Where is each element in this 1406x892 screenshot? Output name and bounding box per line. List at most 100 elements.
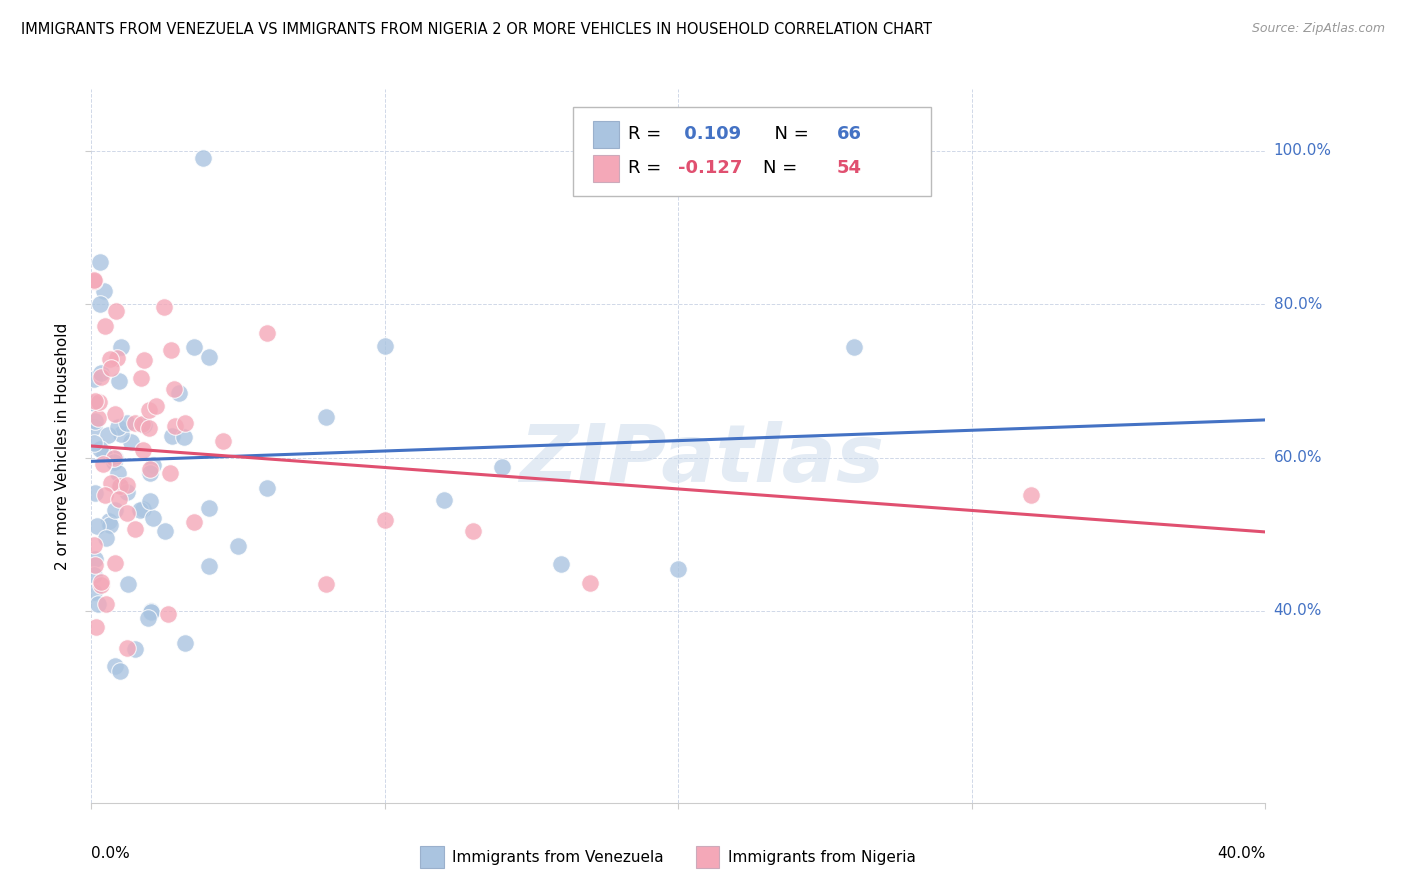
Point [315,577,337,591]
Text: ZIPatlas: ZIPatlas [519,421,884,500]
Point [139,493,162,508]
Point [152,300,174,314]
Point [134,417,156,432]
Point [174,416,197,430]
FancyBboxPatch shape [593,155,619,182]
Text: 40.0%: 40.0% [1218,846,1265,861]
Point [105,304,128,318]
Point [83,273,105,287]
Point [138,466,160,480]
Point [100,361,122,376]
Point [100,476,122,491]
Point [107,466,129,480]
Point [90,577,112,591]
Text: Source: ZipAtlas.com: Source: ZipAtlas.com [1251,22,1385,36]
Y-axis label: 2 or more Vehicles in Household: 2 or more Vehicles in Household [55,322,70,570]
Point [117,576,139,591]
Point [142,458,165,473]
Point [173,636,195,650]
Text: 0.109: 0.109 [678,125,741,143]
Text: IMMIGRANTS FROM VENEZUELA VS IMMIGRANTS FROM NIGERIA 2 OR MORE VEHICLES IN HOUSE: IMMIGRANTS FROM VENEZUELA VS IMMIGRANTS … [21,22,932,37]
Text: 0.0%: 0.0% [91,846,131,861]
Point [183,515,205,529]
Point [103,450,125,465]
Point [110,340,132,354]
Point [139,604,162,618]
Point [160,429,183,443]
Point [159,466,181,480]
Text: 100.0%: 100.0% [1274,143,1331,158]
Point [84,485,107,500]
Point [117,485,139,500]
Point [104,659,127,673]
Point [83,419,105,434]
Point [84,558,107,572]
Point [115,641,138,656]
Point [315,410,337,425]
Point [84,414,107,428]
Point [83,435,105,450]
Point [124,416,146,430]
FancyBboxPatch shape [420,846,444,869]
Point [138,421,160,435]
Point [83,585,105,599]
Point [165,419,187,434]
Point [107,419,129,434]
Point [86,410,108,425]
Point [134,353,156,368]
FancyBboxPatch shape [593,121,619,148]
Point [138,403,160,417]
Point [145,399,167,413]
FancyBboxPatch shape [572,107,931,196]
Point [124,642,146,657]
Text: R =: R = [628,125,666,143]
Point [94,597,117,611]
Point [83,396,105,410]
Point [256,326,278,340]
FancyBboxPatch shape [696,846,720,869]
Point [84,620,107,634]
Point [138,462,160,476]
Point [83,538,105,552]
Point [132,443,155,458]
Point [191,151,214,165]
Point [197,350,219,364]
Point [461,524,484,538]
Point [139,605,162,619]
Point [120,435,142,450]
Text: 80.0%: 80.0% [1274,296,1322,311]
Point [374,512,396,526]
Point [142,510,165,524]
Point [432,493,454,508]
Point [226,539,249,553]
Point [93,457,115,471]
Point [157,607,180,621]
Point [132,502,155,516]
Point [84,394,107,409]
Point [173,430,195,444]
Point [128,502,150,516]
Point [83,567,105,582]
Point [256,481,278,495]
Text: N =: N = [763,125,814,143]
Point [93,285,115,299]
Text: 66: 66 [837,125,862,143]
Point [97,427,120,442]
Point [98,514,121,528]
Point [108,374,131,388]
Text: Immigrants from Nigeria: Immigrants from Nigeria [728,849,915,864]
Text: 54: 54 [837,160,862,178]
Point [110,479,132,493]
Point [131,417,153,431]
Text: R =: R = [628,160,666,178]
Text: 60.0%: 60.0% [1274,450,1322,465]
Point [87,395,110,409]
Point [90,366,112,380]
Text: Immigrants from Venezuela: Immigrants from Venezuela [451,849,664,864]
Point [129,370,152,384]
Point [197,500,219,515]
Point [1019,488,1042,502]
Point [169,385,191,400]
Point [103,455,125,469]
Point [115,478,138,492]
